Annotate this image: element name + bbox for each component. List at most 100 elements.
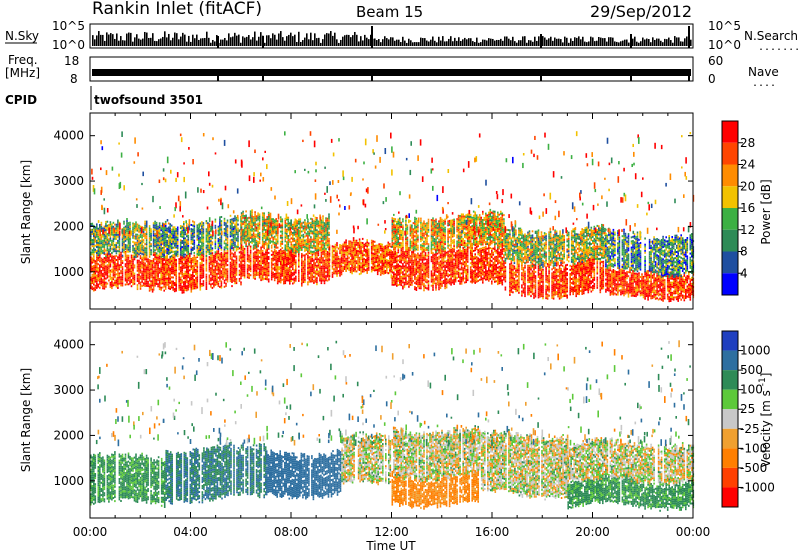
heatmap-cell [272, 230, 274, 233]
heatmap-cell [287, 216, 290, 219]
heatmap-cell [201, 239, 203, 242]
heatmap-cell [109, 235, 112, 238]
heatmap-cell [314, 229, 317, 231]
heatmap-cell [136, 248, 139, 250]
heatmap-cell [345, 239, 347, 242]
heatmap-cell [136, 252, 139, 255]
heatmap-cell [323, 253, 326, 256]
heatmap-cell [183, 264, 185, 267]
heatmap-cell [192, 247, 194, 249]
heatmap-cell [97, 244, 100, 246]
heatmap-cell [238, 247, 241, 250]
nave-marker: .... [752, 78, 776, 89]
heatmap-cell [130, 281, 133, 284]
heatmap-cell [336, 274, 338, 277]
noise-bar [300, 41, 302, 46]
heatmap-cell [195, 283, 197, 286]
heatmap-cell [186, 249, 188, 252]
heatmap-cell [217, 280, 220, 283]
heatmap-cell [179, 245, 182, 248]
heatmap-cell [170, 260, 173, 263]
heatmap-cell [202, 268, 205, 270]
heatmap-cell [316, 266, 318, 269]
heatmap-cell [179, 253, 182, 256]
heatmap-cell [166, 269, 168, 272]
heatmap-cell [173, 271, 176, 274]
heatmap-cell [145, 229, 148, 231]
heatmap-cell [311, 259, 314, 262]
heatmap-cell [111, 241, 113, 244]
heatmap-cell [154, 233, 156, 235]
heatmap-cell [375, 246, 377, 249]
heatmap-cell [223, 271, 226, 274]
heatmap-cell [172, 266, 174, 269]
noise-bar [580, 39, 582, 46]
heatmap-cell [272, 267, 274, 270]
heatmap-cell [232, 275, 235, 278]
heatmap-cell [232, 234, 235, 237]
heatmap-cell [242, 220, 244, 223]
heatmap-cell [129, 268, 131, 271]
heatmap-cell [142, 226, 145, 229]
heatmap-cell [243, 219, 246, 222]
heatmap-cell [269, 231, 271, 234]
noise-bar [564, 36, 566, 46]
heatmap-cell [352, 263, 355, 266]
heatmap-cell [266, 278, 268, 281]
heatmap-cell [235, 216, 238, 219]
heatmap-cell [106, 282, 109, 285]
heatmap-cell [193, 241, 196, 244]
heatmap-cell [254, 241, 256, 244]
heatmap-cell [155, 240, 158, 243]
heatmap-cell [234, 263, 236, 266]
heatmap-cell [242, 274, 244, 277]
heatmap-cell [272, 232, 274, 235]
heatmap-cell [276, 220, 279, 223]
heatmap-cell [273, 241, 276, 244]
heatmap-cell [302, 279, 305, 281]
heatmap-cell [138, 245, 140, 248]
heatmap-cell [102, 260, 104, 263]
heatmap-cell [105, 281, 107, 284]
heatmap-cell [301, 260, 303, 263]
heatmap-cell [121, 248, 124, 251]
heatmap-cell [237, 241, 239, 244]
heatmap-cell [301, 278, 303, 281]
heatmap-cell [251, 241, 253, 244]
heatmap-cell [322, 217, 324, 220]
heatmap-cell [199, 268, 202, 271]
heatmap-cell [169, 263, 171, 266]
heatmap-cell [226, 235, 229, 238]
heatmap-cell [254, 219, 256, 222]
heatmap-cell [240, 266, 243, 269]
heatmap-cell [376, 244, 379, 247]
heatmap-cell [342, 251, 344, 254]
heatmap-cell [246, 237, 249, 240]
heatmap-cell [187, 274, 190, 277]
heatmap-cell [139, 250, 142, 253]
heatmap-cell [308, 250, 311, 253]
heatmap-cell [376, 246, 379, 249]
heatmap-cell [343, 249, 346, 252]
heatmap-cell [154, 274, 156, 277]
heatmap-cell [141, 252, 143, 255]
heatmap-cell [283, 278, 285, 281]
heatmap-cell [286, 263, 288, 265]
heatmap-cell [279, 273, 282, 276]
heatmap-cell [334, 260, 337, 263]
noise-bar [584, 41, 586, 46]
heatmap-cell [121, 244, 124, 247]
heatmap-cell [339, 250, 341, 253]
heatmap-cell [190, 246, 193, 249]
heatmap-cell [357, 244, 359, 246]
heatmap-cell [278, 278, 280, 281]
heatmap-cell [317, 272, 320, 275]
heatmap-cell [199, 284, 202, 287]
heatmap-cell [317, 249, 320, 252]
heatmap-cell [99, 270, 101, 273]
heatmap-cell [283, 272, 285, 275]
heatmap-cell [161, 260, 164, 262]
heatmap-cell [145, 266, 148, 269]
heatmap-cell [96, 284, 98, 287]
heatmap-cell [158, 286, 161, 288]
